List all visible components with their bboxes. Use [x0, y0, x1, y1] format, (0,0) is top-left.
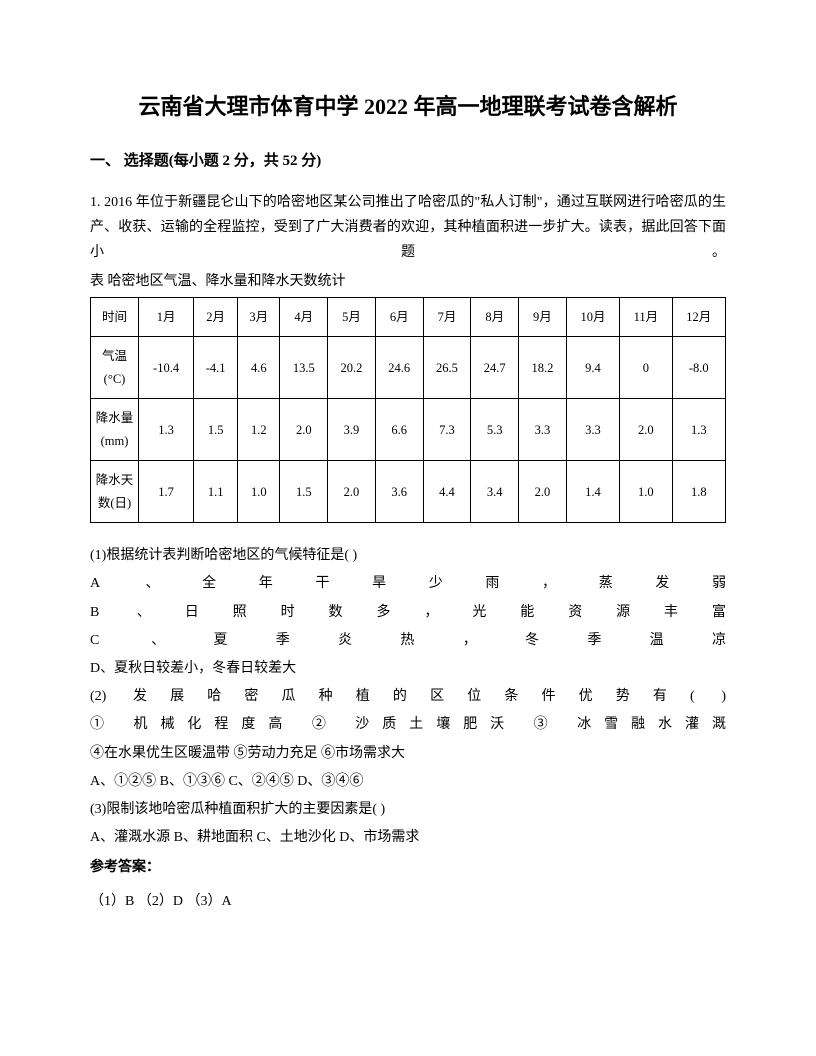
q1-option-a: A 、全年干旱少雨，蒸发弱 — [90, 571, 726, 596]
data-cell: 1.3 — [672, 399, 725, 461]
data-cell: 1.1 — [194, 461, 238, 523]
data-cell: -4.1 — [194, 337, 238, 399]
data-cell: 3.4 — [471, 461, 519, 523]
data-cell: 1.2 — [238, 399, 280, 461]
section-header: 一、 选择题(每小题 2 分，共 52 分) — [90, 148, 726, 175]
data-table: 时间 1月 2月 3月 4月 5月 6月 7月 8月 9月 10月 11月 12… — [90, 297, 726, 524]
data-cell: 24.7 — [471, 337, 519, 399]
header-cell: 9月 — [519, 297, 567, 337]
q3-options: A、灌溉水源 B、耕地面积 C、土地沙化 D、市场需求 — [90, 825, 726, 850]
header-cell: 11月 — [620, 297, 672, 337]
data-cell: 1.8 — [672, 461, 725, 523]
table-row: 降水量(mm) 1.3 1.5 1.2 2.0 3.9 6.6 7.3 5.3 … — [91, 399, 726, 461]
data-cell: 1.5 — [194, 399, 238, 461]
data-cell: 6.6 — [375, 399, 423, 461]
data-cell: 1.0 — [620, 461, 672, 523]
data-cell: 1.0 — [238, 461, 280, 523]
data-cell: -8.0 — [672, 337, 725, 399]
q1-option-c: C 、夏季炎热，冬季温凉 — [90, 628, 726, 653]
data-cell: 5.3 — [471, 399, 519, 461]
page-title: 云南省大理市体育中学 2022 年高一地理联考试卷含解析 — [90, 90, 726, 123]
data-cell: 1.4 — [566, 461, 619, 523]
header-cell: 3月 — [238, 297, 280, 337]
data-cell: 2.0 — [519, 461, 567, 523]
header-cell: 5月 — [328, 297, 376, 337]
data-cell: 26.5 — [423, 337, 471, 399]
data-cell: 0 — [620, 337, 672, 399]
data-cell: 4.6 — [238, 337, 280, 399]
answers: （1）B （2）D （3）A — [90, 889, 726, 914]
data-cell: 3.6 — [375, 461, 423, 523]
header-cell: 7月 — [423, 297, 471, 337]
row-label-cell: 降水天数(日) — [91, 461, 139, 523]
table-row: 降水天数(日) 1.7 1.1 1.0 1.5 2.0 3.6 4.4 3.4 … — [91, 461, 726, 523]
data-cell: 3.3 — [519, 399, 567, 461]
table-row: 气温(°C) -10.4 -4.1 4.6 13.5 20.2 24.6 26.… — [91, 337, 726, 399]
header-cell: 2月 — [194, 297, 238, 337]
data-cell: 3.9 — [328, 399, 376, 461]
q1-option-d: D、夏秋日较差小，冬春日较差大 — [90, 656, 726, 681]
q1-prompt: (1)根据统计表判断哈密地区的气候特征是( ) — [90, 543, 726, 568]
q2-options: A、①②⑤ B、①③⑥ C、②④⑤ D、③④⑥ — [90, 769, 726, 794]
header-cell: 12月 — [672, 297, 725, 337]
data-cell: 2.0 — [620, 399, 672, 461]
data-cell: 1.7 — [139, 461, 194, 523]
data-cell: 2.0 — [280, 399, 328, 461]
header-cell: 时间 — [91, 297, 139, 337]
data-cell: -10.4 — [139, 337, 194, 399]
data-cell: 1.3 — [139, 399, 194, 461]
data-cell: 4.4 — [423, 461, 471, 523]
data-cell: 20.2 — [328, 337, 376, 399]
header-cell: 8月 — [471, 297, 519, 337]
data-cell: 2.0 — [328, 461, 376, 523]
header-cell: 6月 — [375, 297, 423, 337]
q1-option-b: B 、日照时数多，光能资源丰富 — [90, 600, 726, 625]
header-cell: 4月 — [280, 297, 328, 337]
row-label-cell: 降水量(mm) — [91, 399, 139, 461]
question-intro: 1. 2016 年位于新疆昆仑山下的哈密地区某公司推出了哈密瓜的"私人订制"，通… — [90, 190, 726, 266]
q2-items-line2: ④在水果优生区暖温带 ⑤劳动力充足 ⑥市场需求大 — [90, 741, 726, 766]
header-cell: 10月 — [566, 297, 619, 337]
data-cell: 13.5 — [280, 337, 328, 399]
row-label-cell: 气温(°C) — [91, 337, 139, 399]
data-cell: 3.3 — [566, 399, 619, 461]
header-cell: 1月 — [139, 297, 194, 337]
q2-prompt: (2) 发展哈密瓜种植的区位条件优势有( ) — [90, 684, 726, 709]
data-cell: 9.4 — [566, 337, 619, 399]
data-cell: 7.3 — [423, 399, 471, 461]
q3-prompt: (3)限制该地哈密瓜种植面积扩大的主要因素是( ) — [90, 797, 726, 822]
data-cell: 18.2 — [519, 337, 567, 399]
q2-items-line1: ① 机械化程度高 ② 沙质土壤肥沃 ③ 冰雪融水灌溉 — [90, 712, 726, 737]
table-header-row: 时间 1月 2月 3月 4月 5月 6月 7月 8月 9月 10月 11月 12… — [91, 297, 726, 337]
data-cell: 24.6 — [375, 337, 423, 399]
data-cell: 1.5 — [280, 461, 328, 523]
table-caption: 表 哈密地区气温、降水量和降水天数统计 — [90, 269, 726, 294]
answer-label: 参考答案： — [90, 855, 726, 880]
